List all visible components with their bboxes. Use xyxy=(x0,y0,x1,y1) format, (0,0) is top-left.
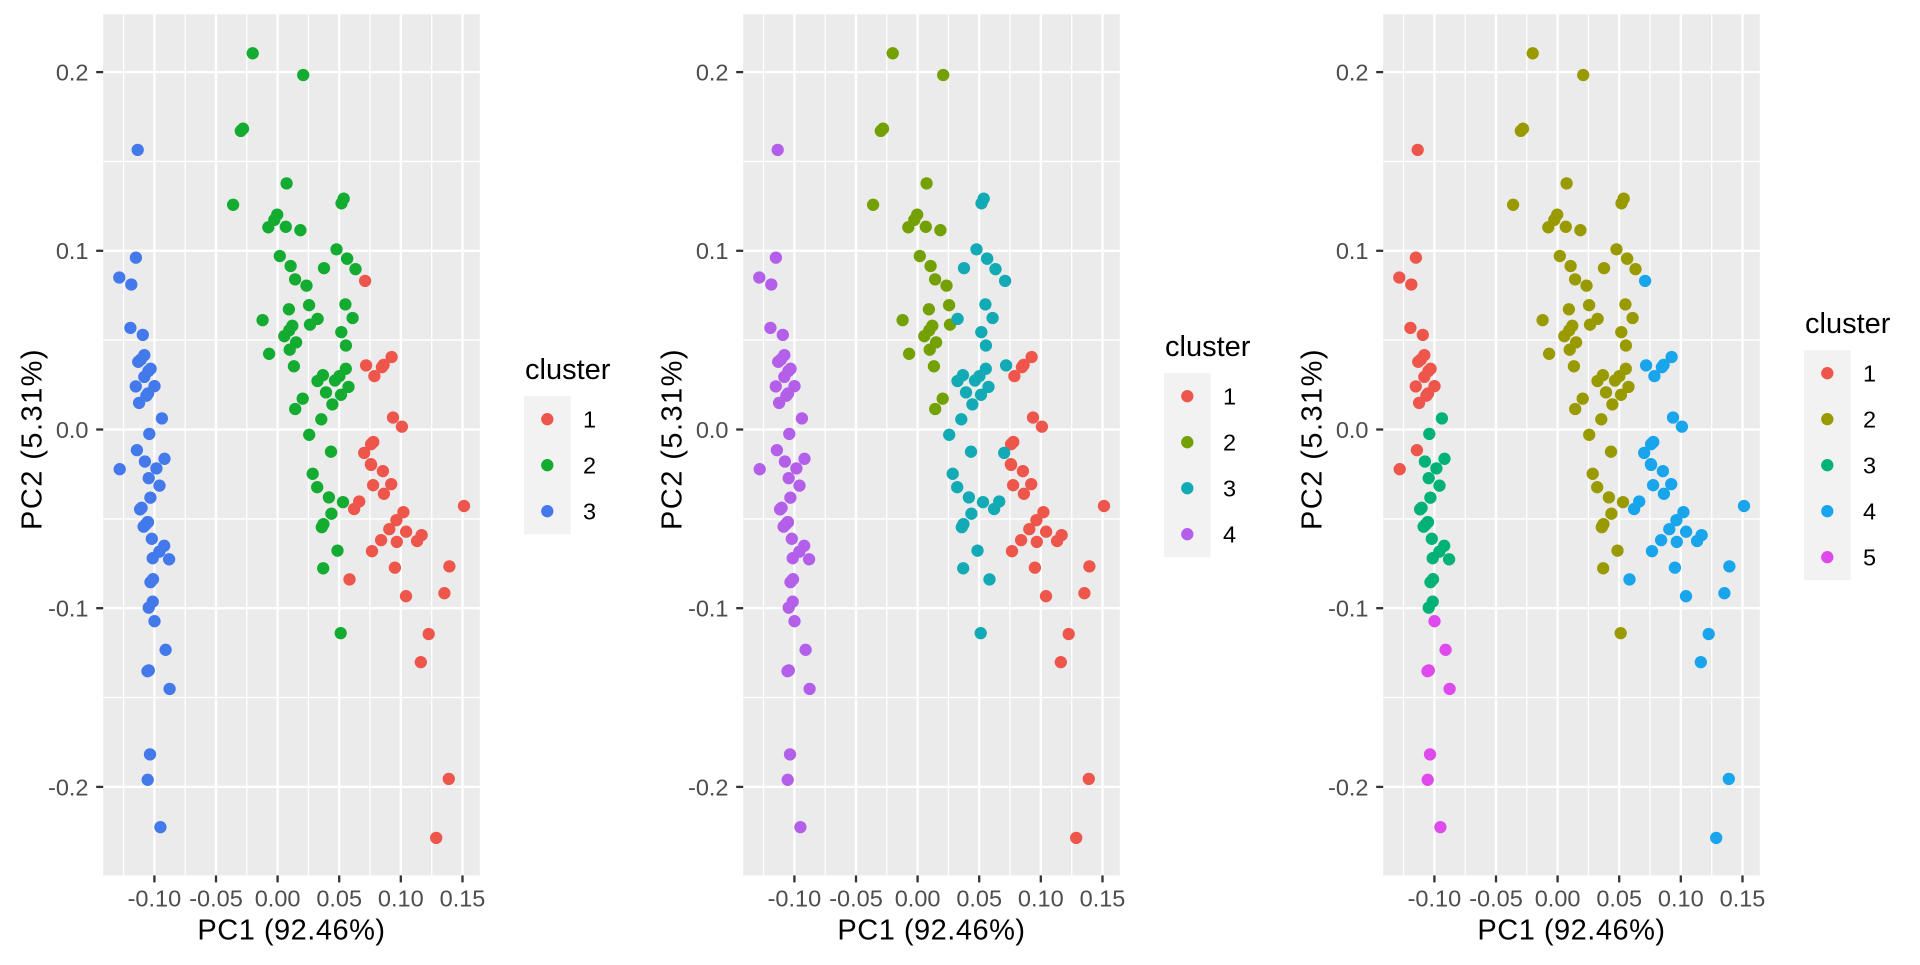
svg-text:-0.10: -0.10 xyxy=(1408,886,1462,912)
svg-text:PC2 (5.31%): PC2 (5.31%) xyxy=(657,348,689,530)
svg-text:-0.10: -0.10 xyxy=(768,886,822,912)
svg-text:cluster: cluster xyxy=(525,354,611,386)
svg-text:-0.1: -0.1 xyxy=(688,596,729,622)
svg-text:1: 1 xyxy=(583,407,596,433)
svg-text:PC1 (92.46%): PC1 (92.46%) xyxy=(1477,914,1665,946)
svg-text:cluster: cluster xyxy=(1805,308,1891,340)
svg-text:0.05: 0.05 xyxy=(1596,886,1642,912)
svg-text:0.00: 0.00 xyxy=(1535,886,1581,912)
svg-text:-0.05: -0.05 xyxy=(189,886,243,912)
svg-text:PC2 (5.31%): PC2 (5.31%) xyxy=(17,348,49,530)
svg-text:0.15: 0.15 xyxy=(1720,886,1766,912)
svg-text:0.0: 0.0 xyxy=(696,417,729,443)
svg-text:0.0: 0.0 xyxy=(56,417,89,443)
svg-text:1: 1 xyxy=(1863,361,1876,387)
svg-text:1: 1 xyxy=(1223,384,1236,410)
svg-text:0.1: 0.1 xyxy=(56,238,89,264)
svg-text:0.15: 0.15 xyxy=(440,886,486,912)
svg-text:4: 4 xyxy=(1223,522,1236,548)
svg-text:PC1 (92.46%): PC1 (92.46%) xyxy=(197,914,385,946)
svg-text:5: 5 xyxy=(1863,545,1876,571)
svg-text:0.10: 0.10 xyxy=(378,886,424,912)
svg-text:-0.1: -0.1 xyxy=(48,596,89,622)
svg-text:-0.05: -0.05 xyxy=(1469,886,1523,912)
svg-text:-0.1: -0.1 xyxy=(1328,596,1369,622)
svg-text:0.1: 0.1 xyxy=(1336,238,1369,264)
svg-text:0.2: 0.2 xyxy=(1336,60,1369,86)
svg-text:0.2: 0.2 xyxy=(696,60,729,86)
svg-text:-0.05: -0.05 xyxy=(829,886,883,912)
svg-text:0.00: 0.00 xyxy=(255,886,301,912)
svg-text:-0.2: -0.2 xyxy=(48,774,89,800)
svg-text:3: 3 xyxy=(1223,476,1236,502)
svg-text:0.05: 0.05 xyxy=(316,886,362,912)
svg-text:-0.2: -0.2 xyxy=(1328,774,1369,800)
svg-text:0.10: 0.10 xyxy=(1658,886,1704,912)
svg-text:2: 2 xyxy=(1223,430,1236,456)
svg-text:0.15: 0.15 xyxy=(1080,886,1126,912)
svg-text:3: 3 xyxy=(1863,453,1876,479)
svg-text:0.10: 0.10 xyxy=(1018,886,1064,912)
svg-text:-0.10: -0.10 xyxy=(128,886,182,912)
svg-text:-0.2: -0.2 xyxy=(688,774,729,800)
svg-text:0.05: 0.05 xyxy=(956,886,1002,912)
svg-text:0.0: 0.0 xyxy=(1336,417,1369,443)
svg-text:4: 4 xyxy=(1863,499,1876,525)
svg-text:2: 2 xyxy=(1863,407,1876,433)
svg-text:PC1 (92.46%): PC1 (92.46%) xyxy=(837,914,1025,946)
svg-text:cluster: cluster xyxy=(1165,331,1251,363)
svg-text:PC2 (5.31%): PC2 (5.31%) xyxy=(1297,348,1329,530)
svg-text:0.2: 0.2 xyxy=(56,60,89,86)
svg-text:0.1: 0.1 xyxy=(696,238,729,264)
svg-text:0.00: 0.00 xyxy=(895,886,941,912)
svg-text:3: 3 xyxy=(583,499,596,525)
svg-text:2: 2 xyxy=(583,453,596,479)
